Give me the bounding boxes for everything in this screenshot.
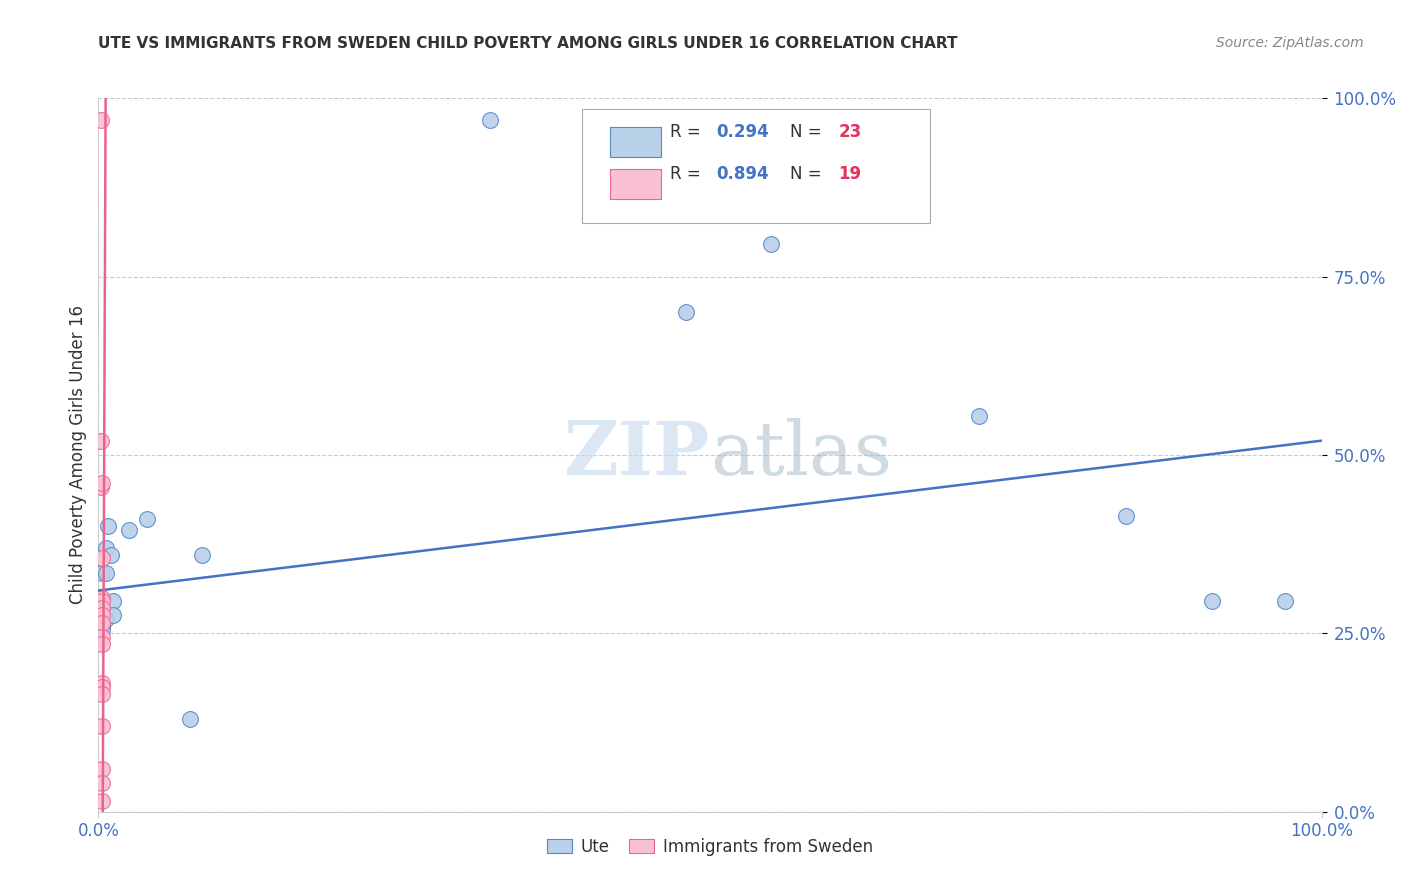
Point	[91, 615, 114, 630]
Y-axis label: Child Poverty Among Girls Under 16: Child Poverty Among Girls Under 16	[69, 305, 87, 605]
Text: atlas: atlas	[710, 418, 893, 491]
Point	[91, 680, 114, 694]
Point	[100, 548, 122, 562]
Point	[1274, 594, 1296, 608]
Point	[91, 612, 114, 626]
Point	[136, 512, 159, 526]
Text: R =: R =	[669, 166, 706, 184]
Text: N =: N =	[790, 123, 827, 141]
Point	[91, 601, 114, 615]
Point	[1115, 508, 1137, 523]
Point	[967, 409, 990, 423]
Point	[91, 476, 114, 491]
Point	[91, 676, 114, 690]
Text: 0.294: 0.294	[716, 123, 769, 141]
Point	[91, 594, 114, 608]
Point	[91, 630, 114, 644]
Text: R =: R =	[669, 123, 706, 141]
Point	[90, 434, 112, 448]
Text: 19: 19	[838, 166, 862, 184]
Point	[94, 541, 117, 555]
Point	[101, 594, 124, 608]
FancyBboxPatch shape	[610, 169, 661, 200]
Point	[1201, 594, 1223, 608]
Point	[91, 794, 114, 808]
Point	[91, 762, 114, 776]
Point	[91, 601, 114, 615]
FancyBboxPatch shape	[582, 109, 931, 223]
Point	[90, 112, 112, 127]
Point	[91, 776, 114, 790]
Text: N =: N =	[790, 166, 827, 184]
Point	[91, 687, 114, 701]
Text: ZIP: ZIP	[564, 418, 710, 491]
Point	[675, 305, 697, 319]
Point	[91, 637, 114, 651]
Point	[91, 623, 114, 637]
Point	[91, 619, 114, 633]
Point	[90, 480, 112, 494]
Point	[94, 612, 117, 626]
Point	[91, 608, 114, 623]
Point	[91, 719, 114, 733]
Text: UTE VS IMMIGRANTS FROM SWEDEN CHILD POVERTY AMONG GIRLS UNDER 16 CORRELATION CHA: UTE VS IMMIGRANTS FROM SWEDEN CHILD POVE…	[98, 36, 957, 51]
Legend: Ute, Immigrants from Sweden: Ute, Immigrants from Sweden	[538, 830, 882, 864]
Point	[118, 523, 141, 537]
Point	[179, 712, 201, 726]
FancyBboxPatch shape	[610, 127, 661, 157]
Point	[91, 551, 114, 566]
Point	[94, 566, 117, 580]
Text: Source: ZipAtlas.com: Source: ZipAtlas.com	[1216, 36, 1364, 50]
Point	[761, 237, 783, 252]
Text: 0.894: 0.894	[716, 166, 769, 184]
Point	[91, 591, 114, 605]
Point	[478, 112, 501, 127]
Point	[191, 548, 214, 562]
Point	[101, 608, 124, 623]
Text: 23: 23	[838, 123, 862, 141]
Point	[97, 519, 120, 533]
Point	[91, 566, 114, 580]
